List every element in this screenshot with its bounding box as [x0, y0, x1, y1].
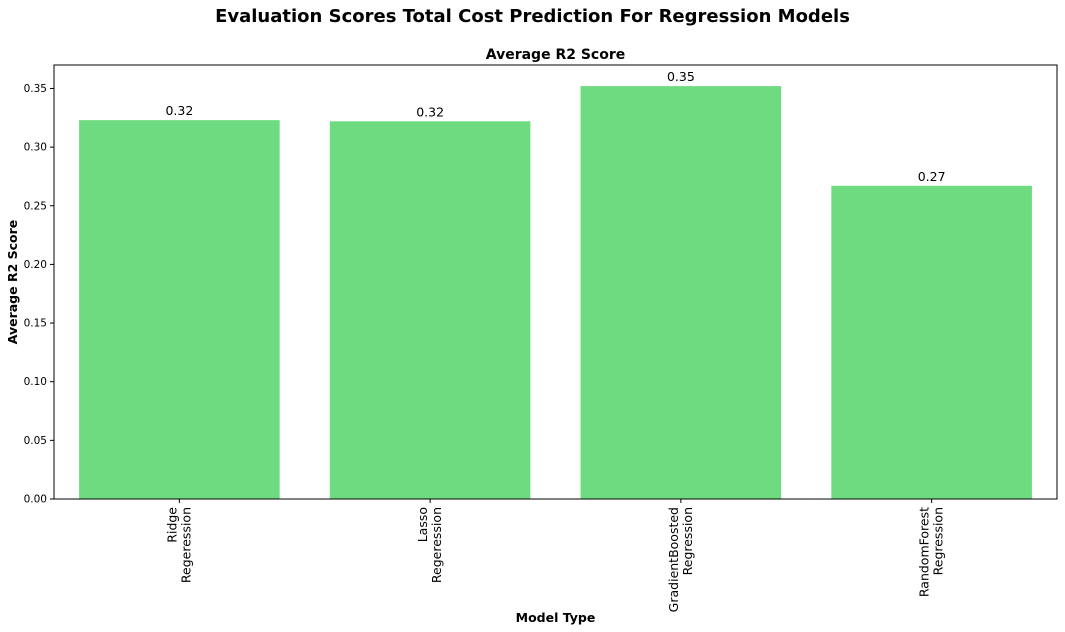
figure-title: Evaluation Scores Total Cost Prediction … [215, 6, 850, 27]
bar [79, 120, 280, 499]
x-tick-label: LassoRegeression [415, 507, 444, 583]
x-tick-label: RidgeRegeression [164, 507, 193, 583]
y-tick-label: 0.05 [24, 435, 47, 447]
y-tick-label: 0.25 [24, 200, 47, 212]
x-tick-label-line: RandomForest [917, 507, 932, 597]
x-tick-label: RandomForestRegression [917, 507, 946, 597]
x-tick-label-line: Regression [931, 507, 946, 575]
bar [329, 121, 531, 499]
bar-value-label: 0.27 [918, 169, 946, 184]
y-axis: 0.00 0.05 0.10 0.15 0.20 0.25 0.30 0.35 [24, 83, 54, 506]
plot-frame [53, 64, 1058, 500]
y-tick-label: 0.35 [24, 83, 47, 95]
bar-value-label: 0.35 [667, 69, 695, 84]
y-tick-label: 0.00 [24, 494, 47, 506]
y-tick-label: 0.30 [24, 142, 47, 154]
x-tick-label-line: Lasso [415, 507, 430, 542]
y-tick-label: 0.15 [24, 318, 47, 330]
bar [831, 185, 1032, 499]
x-tick-label-line: Regression [680, 507, 695, 575]
x-tick-label-line: GradientBoosted [666, 507, 681, 612]
x-axis: RidgeRegeression LassoRegeression Gradient… [164, 499, 946, 612]
x-tick-label: GradientBoostedRegression [666, 507, 695, 612]
bar-value-label: 0.32 [165, 103, 193, 118]
y-axis-label: Average R2 Score [5, 220, 20, 345]
x-tick-label-line: Ridge [164, 507, 179, 543]
x-tick-label-line: Regeression [429, 507, 444, 583]
x-tick-label-line: Regeression [178, 507, 193, 583]
bar-value-label: 0.32 [416, 104, 444, 119]
bar [580, 86, 782, 499]
x-axis-label: Model Type [516, 610, 596, 625]
chart-title: Average R2 Score [486, 47, 626, 63]
y-tick-label: 0.20 [24, 259, 47, 271]
y-tick-label: 0.10 [24, 376, 47, 388]
bars-layer: 0.32 0.32 0.35 0.27 [79, 69, 1032, 499]
